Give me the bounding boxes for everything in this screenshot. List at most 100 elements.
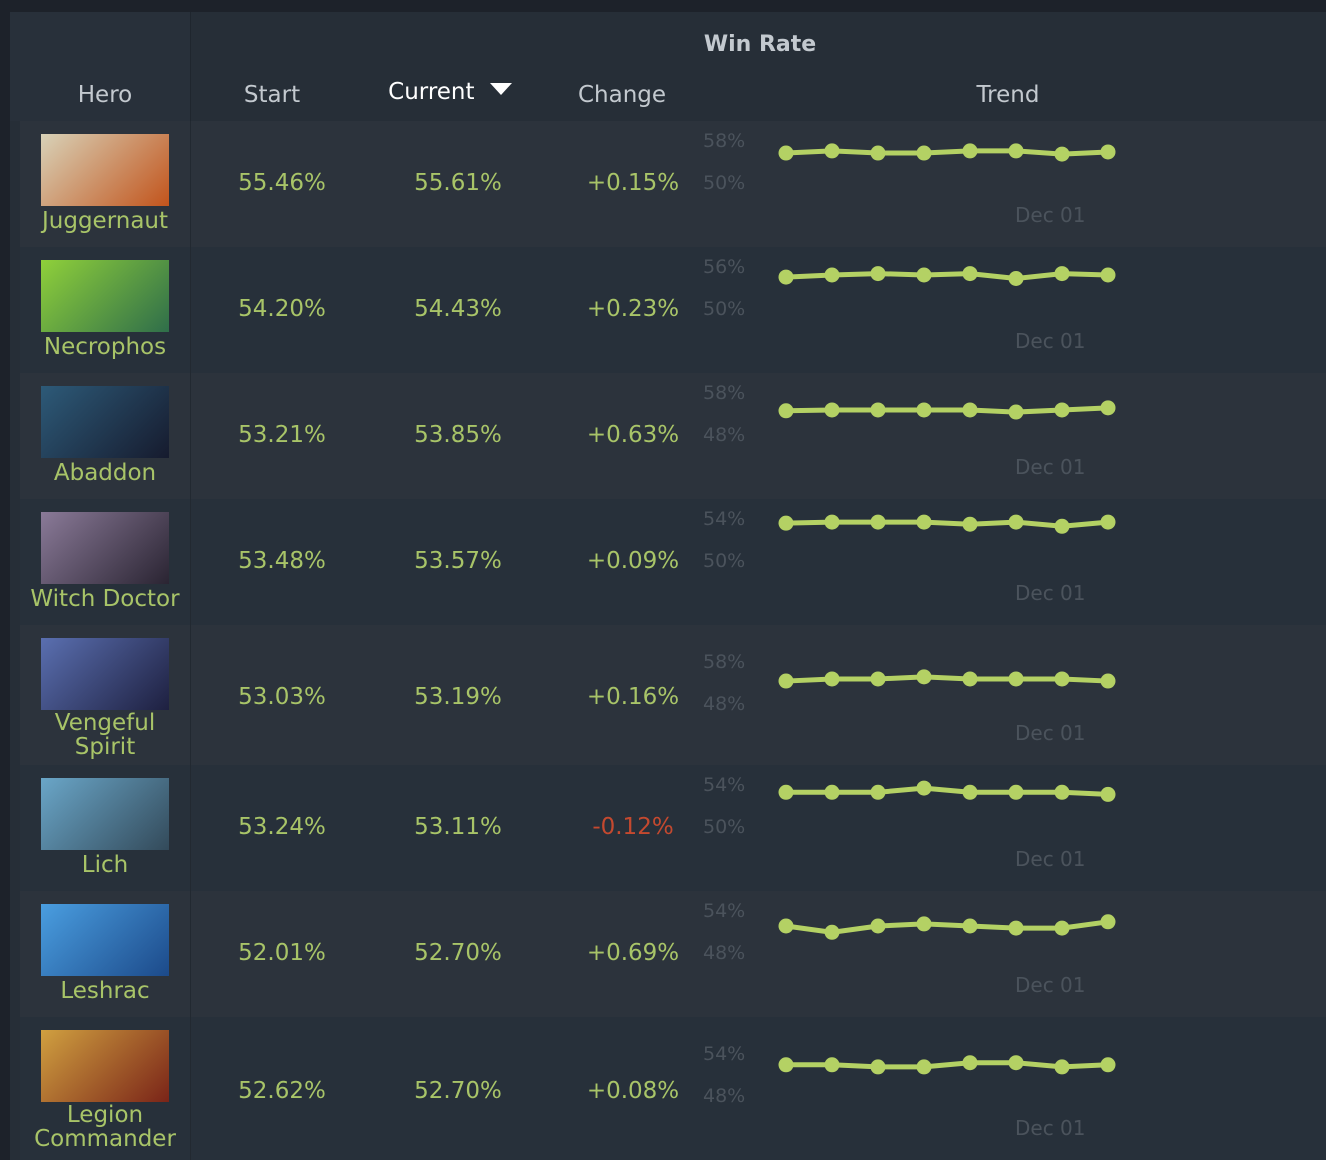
hero-portrait[interactable] [41,778,169,850]
trend-point[interactable] [1008,784,1024,800]
trend-point[interactable] [778,145,794,161]
trend-point[interactable] [962,784,978,800]
hero-name[interactable]: Abaddon [53,460,157,486]
hero-portrait[interactable] [41,512,169,584]
column-header-change[interactable]: Change [577,82,667,108]
trend-point[interactable] [916,669,932,685]
trend-point[interactable] [1054,1059,1070,1075]
column-header-hero[interactable]: Hero [77,82,133,108]
hero-name[interactable]: Legion Commander [34,1102,176,1152]
trend-point[interactable] [824,143,840,159]
table-row[interactable]: Necrophos 54.20% 54.43% +0.23% 56% 50% D… [20,247,1326,373]
trend-point[interactable] [962,1055,978,1071]
trend-point[interactable] [962,143,978,159]
trend-point[interactable] [962,918,978,934]
column-header-start[interactable]: Start [243,82,301,108]
hero-name[interactable]: Vengeful Spirit [54,710,156,760]
column-header-current[interactable]: Current [360,79,540,105]
trend-point[interactable] [916,145,932,161]
table-row[interactable]: Witch Doctor 53.48% 53.57% +0.09% 54% 50… [20,499,1326,625]
trend-point[interactable] [1008,920,1024,936]
hero-column-header-bg [10,12,191,121]
trend-point[interactable] [870,402,886,418]
trend-point[interactable] [778,918,794,934]
table-row[interactable]: Abaddon 53.21% 53.85% +0.63% 58% 48% Dec… [20,373,1326,499]
trend-point[interactable] [870,784,886,800]
trend-point[interactable] [1054,266,1070,282]
trend-point[interactable] [870,145,886,161]
trend-point[interactable] [824,267,840,283]
column-divider [190,499,191,625]
trend-point[interactable] [778,269,794,285]
trend-point[interactable] [870,514,886,530]
trend-point[interactable] [1008,671,1024,687]
trend-point[interactable] [824,671,840,687]
trend-point[interactable] [1100,267,1116,283]
trend-point[interactable] [1054,784,1070,800]
trend-point[interactable] [778,673,794,689]
hero-name[interactable]: Necrophos [43,334,167,360]
trend-point[interactable] [824,924,840,940]
trend-point[interactable] [1008,271,1024,286]
trend-point[interactable] [1100,1057,1116,1073]
trend-point[interactable] [870,1059,886,1075]
trend-point[interactable] [824,1057,840,1073]
trend-point[interactable] [824,784,840,800]
trend-point[interactable] [870,671,886,687]
hero-name[interactable]: Witch Doctor [30,586,180,612]
trend-point[interactable] [1100,144,1116,160]
trend-point[interactable] [1008,143,1024,159]
table-row[interactable]: Lich 53.24% 53.11% -0.12% 54% 50% Dec 01 [20,765,1326,891]
hero-portrait[interactable] [41,260,169,332]
hero-name[interactable]: Juggernaut [41,208,169,234]
start-value: 52.62% [238,1077,326,1104]
trend-point[interactable] [1100,914,1116,930]
trend-point[interactable] [916,780,932,796]
change-value: +0.23% [586,296,680,322]
table-row[interactable]: Legion Commander 52.62% 52.70% +0.08% 54… [20,1017,1326,1160]
trend-point[interactable] [962,516,978,532]
trend-point[interactable] [1100,673,1116,689]
trend-point[interactable] [1054,920,1070,936]
trend-point[interactable] [824,514,840,530]
hero-portrait[interactable] [41,904,169,976]
trend-point[interactable] [1008,404,1024,420]
trend-y-max-label: 58% [703,651,746,673]
hero-portrait[interactable] [41,134,169,206]
trend-point[interactable] [962,402,978,418]
trend-point[interactable] [1100,514,1116,530]
trend-chart [778,914,1116,940]
trend-point[interactable] [1008,514,1024,530]
trend-point[interactable] [824,402,840,418]
hero-name[interactable]: Lich [81,852,129,878]
trend-point[interactable] [1100,786,1116,802]
hero-portrait[interactable] [41,386,169,458]
table-row[interactable]: Leshrac 52.01% 52.70% +0.69% 54% 48% Dec… [20,891,1326,1017]
trend-point[interactable] [778,403,794,419]
trend-point[interactable] [778,784,794,800]
trend-point[interactable] [916,1059,932,1075]
trend-point[interactable] [870,918,886,934]
hero-name[interactable]: Leshrac [60,978,150,1004]
trend-point[interactable] [1054,402,1070,418]
trend-point[interactable] [962,671,978,687]
trend-point[interactable] [916,514,932,530]
trend-point[interactable] [962,266,978,282]
hero-portrait[interactable] [41,1030,169,1102]
trend-point[interactable] [916,402,932,418]
trend-point[interactable] [870,266,886,282]
table-row[interactable]: Juggernaut 55.46% 55.61% +0.15% 58% 50% … [20,121,1326,247]
hero-portrait[interactable] [41,638,169,710]
trend-point[interactable] [1100,400,1116,416]
trend-point[interactable] [778,1057,794,1073]
table-row[interactable]: Vengeful Spirit 53.03% 53.19% +0.16% 58%… [20,625,1326,765]
trend-point[interactable] [1054,146,1070,162]
trend-point[interactable] [916,916,932,932]
trend-point[interactable] [1008,1055,1024,1071]
trend-point[interactable] [916,267,932,283]
trend-y-min-label: 50% [703,172,746,194]
trend-point[interactable] [778,515,794,531]
trend-point[interactable] [1054,671,1070,687]
trend-line [785,405,1109,415]
trend-point[interactable] [1054,518,1070,534]
